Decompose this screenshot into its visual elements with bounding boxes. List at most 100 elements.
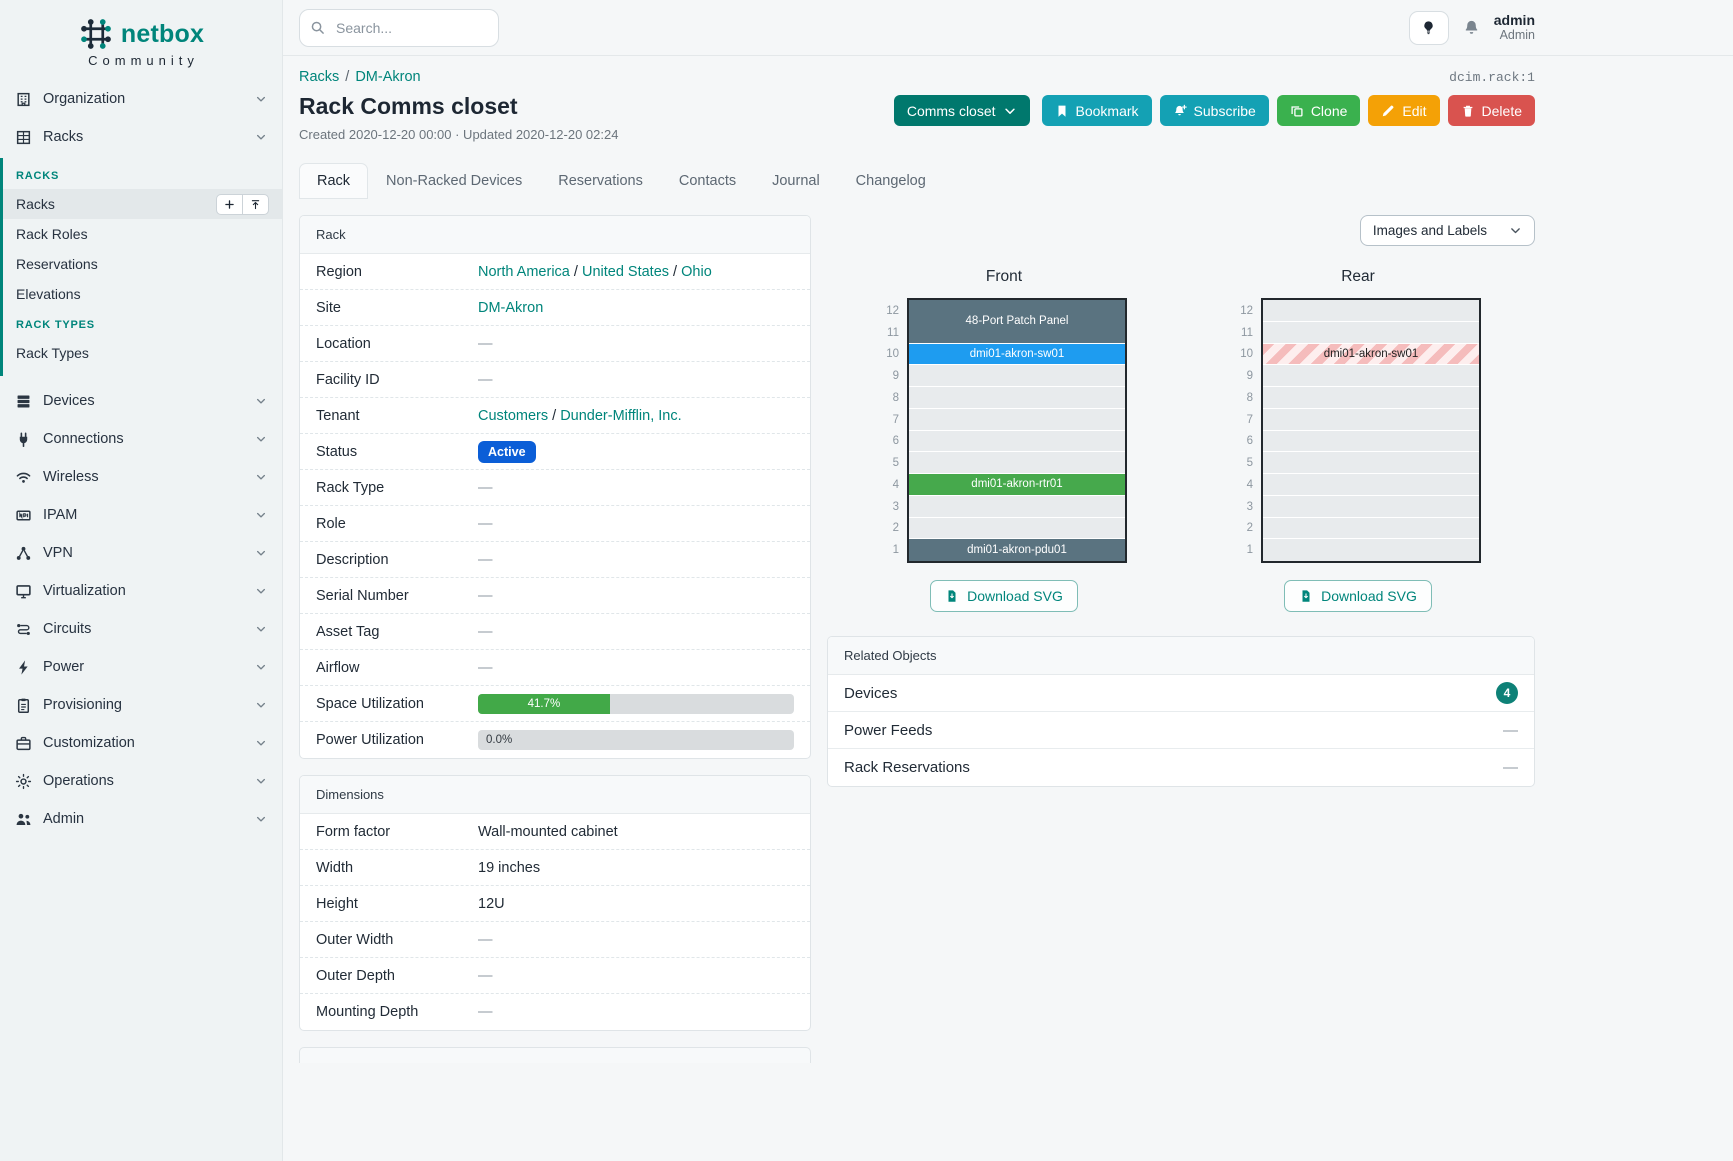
info-row-mounting-depth: Mounting Depth —	[300, 994, 810, 1030]
sidebar-item-wireless[interactable]: Wireless	[0, 458, 282, 496]
tab-rack[interactable]: Rack	[299, 163, 369, 199]
rack-device[interactable]: dmi01-akron-rtr01	[909, 474, 1125, 496]
breadcrumb-link-site[interactable]: DM-Akron	[355, 69, 421, 85]
sidebar-item-label: Wireless	[43, 469, 99, 485]
unit-number: 7	[1246, 413, 1253, 426]
theme-toggle-button[interactable]	[1408, 10, 1449, 45]
elevation-view-toggle[interactable]: Images and Labels	[1359, 215, 1535, 246]
rack-unit-empty	[1263, 495, 1479, 518]
subscribe-button[interactable]: Subscribe	[1159, 95, 1269, 126]
rack-device[interactable]: dmi01-akron-sw01	[1263, 343, 1479, 366]
sidebar-item-devices[interactable]: Devices	[0, 382, 282, 420]
sidebar-item-organization[interactable]: Organization	[0, 80, 282, 118]
rack-device[interactable]: 48-Port Patch Panel	[909, 300, 1125, 344]
sidebar-item-connections[interactable]: Connections	[0, 420, 282, 458]
partial-panel-header	[299, 1047, 811, 1063]
chevron-down-icon	[255, 813, 267, 825]
unit-number: 5	[1246, 457, 1253, 470]
breadcrumb-link-racks[interactable]: Racks	[299, 69, 340, 85]
rack-group-button[interactable]: Comms closet	[893, 95, 1030, 126]
count-badge[interactable]: 4	[1496, 682, 1518, 704]
link-ohio[interactable]: Ohio	[681, 263, 712, 280]
delete-button[interactable]: Delete	[1447, 95, 1535, 126]
sidebar-subitem-label: Rack Roles	[16, 226, 88, 242]
sidebar-item-label: Virtualization	[43, 583, 126, 599]
sidebar-item-virtualization[interactable]: Virtualization	[0, 572, 282, 610]
search-input[interactable]	[299, 8, 499, 47]
link-separator: /	[548, 407, 561, 424]
netbox-logo-icon	[78, 16, 114, 52]
rack-device[interactable]: dmi01-akron-pdu01	[909, 539, 1125, 561]
info-label: Location	[316, 335, 371, 352]
info-label: Width	[316, 859, 354, 876]
unit-number: 10	[886, 348, 899, 361]
bookmark-button[interactable]: Bookmark	[1041, 95, 1152, 126]
dimensions-panel-title: Dimensions	[300, 776, 810, 814]
tab-reservations[interactable]: Reservations	[558, 173, 643, 189]
info-row-site: Site DM-Akron	[300, 290, 810, 326]
bookmark-icon	[1055, 104, 1069, 118]
tab-non-racked-devices[interactable]: Non-Racked Devices	[386, 173, 523, 189]
link-united-states[interactable]: United States	[581, 263, 670, 280]
info-label: Outer Width	[316, 931, 394, 948]
info-label: Rack Type	[316, 479, 385, 496]
unit-numbers: 12 11 10 9 8 7 6 5 4 3 2 1	[1235, 298, 1253, 563]
rack-unit-empty	[909, 495, 1125, 518]
sidebar-item-provisioning[interactable]: Provisioning	[0, 686, 282, 724]
upload-icon	[250, 199, 261, 210]
sidebar-item-racks[interactable]: Racks	[0, 118, 282, 156]
clipboard-icon	[15, 697, 32, 714]
elevation-rear: Rear 12 11 10 9 8 7 6 5 4 3 2 1 dmi01-akron-sw01 Downl…	[1181, 268, 1535, 612]
unit-number: 4	[1246, 478, 1253, 491]
download-svg-label: Download SVG	[1321, 588, 1417, 604]
chevron-down-icon	[255, 93, 267, 105]
sidebar-subitem-elevations[interactable]: Elevations	[3, 279, 282, 309]
link-north-america[interactable]: North America	[478, 263, 570, 280]
unit-number: 3	[892, 500, 899, 513]
sidebar-item-circuits[interactable]: Circuits	[0, 610, 282, 648]
dimensions-panel: Dimensions Form factor Wall-mounted cabin…	[299, 775, 811, 1031]
sidebar-subitem-reservations[interactable]: Reservations	[3, 249, 282, 279]
sidebar-item-ipam[interactable]: IPAM	[0, 496, 282, 534]
rack-body: 48-Port Patch Panel dmi01-akron-sw01 dmi01…	[907, 298, 1127, 563]
notifications-bell-icon[interactable]	[1463, 19, 1480, 36]
rack-unit-empty	[1263, 474, 1479, 496]
edit-button[interactable]: Edit	[1368, 95, 1440, 126]
sidebar-item-operations[interactable]: Operations	[0, 762, 282, 800]
clone-button[interactable]: Clone	[1276, 95, 1361, 126]
info-row-outer-depth: Outer Depth —	[300, 958, 810, 994]
brand[interactable]: netbox Community	[0, 0, 282, 80]
created-updated-meta: Created 2020-12-20 00:00 · Updated 2020-…	[299, 127, 619, 142]
link-customers[interactable]: Customers	[478, 407, 549, 424]
download-svg-button[interactable]: Download SVG	[1284, 580, 1432, 612]
plug-icon	[15, 431, 32, 448]
sidebar-subitem-racks[interactable]: Racks	[3, 189, 282, 219]
sidebar-item-label: Devices	[43, 393, 95, 409]
sidebar-item-admin[interactable]: Admin	[0, 800, 282, 838]
unit-number: 1	[1246, 544, 1253, 557]
users-icon	[15, 811, 32, 828]
rack-device[interactable]: dmi01-akron-sw01	[909, 343, 1125, 366]
add-button[interactable]	[216, 193, 243, 215]
tab-contacts[interactable]: Contacts	[678, 173, 737, 189]
download-svg-button[interactable]: Download SVG	[930, 580, 1078, 612]
user-menu[interactable]: admin Admin	[1494, 12, 1535, 44]
link-dm-akron[interactable]: DM-Akron	[478, 299, 544, 316]
sidebar-subitem-rack-roles[interactable]: Rack Roles	[3, 219, 282, 249]
action-buttons: Comms closet Bookmark Subscribe Clone Edit De…	[893, 95, 1535, 126]
info-label: Asset Tag	[316, 623, 380, 640]
link-dunder-mifflin-inc[interactable]: Dunder-Mifflin, Inc.	[560, 407, 682, 424]
tab-changelog[interactable]: Changelog	[855, 173, 926, 189]
sidebar-item-power[interactable]: Power	[0, 648, 282, 686]
rack-elevation-front: 12 11 10 9 8 7 6 5 4 3 2 1 48-Port Patch Panel dmi01-…	[881, 298, 1127, 563]
elevation-title: Rear	[1341, 268, 1375, 285]
chevron-down-icon	[255, 699, 267, 711]
rack-unit-empty	[909, 452, 1125, 474]
import-button[interactable]	[242, 193, 269, 215]
sidebar-subitem-rack-types[interactable]: Rack Types	[3, 338, 282, 368]
sidebar-item-vpn[interactable]: VPN	[0, 534, 282, 572]
sidebar-item-customization[interactable]: Customization	[0, 724, 282, 762]
tab-journal[interactable]: Journal	[772, 173, 820, 189]
info-row-airflow: Airflow —	[300, 650, 810, 686]
